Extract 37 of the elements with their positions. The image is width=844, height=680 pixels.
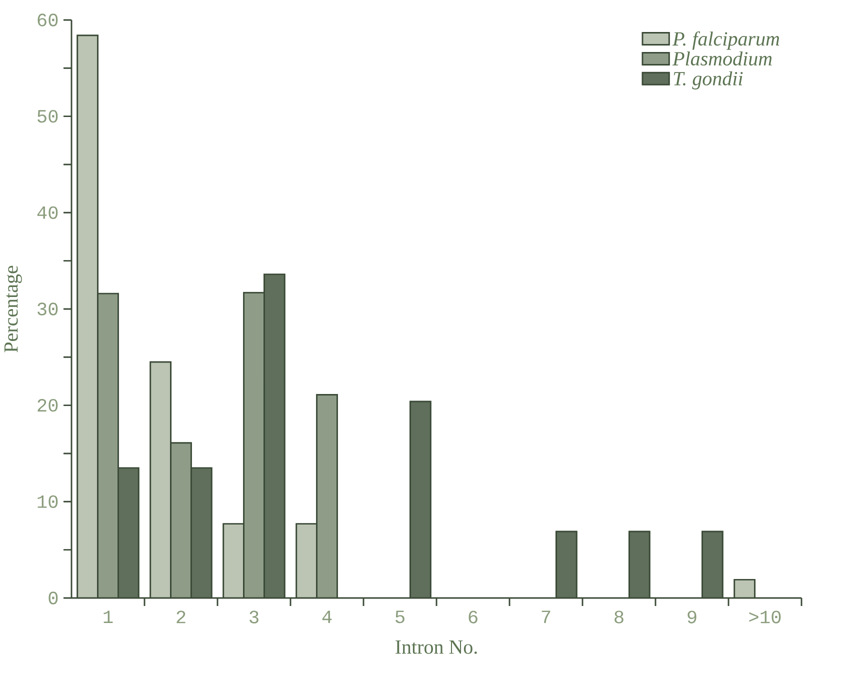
y-tick-label: 10 xyxy=(38,495,58,508)
bar xyxy=(150,362,171,598)
x-tick-label: 7 xyxy=(542,610,550,623)
x-axis-title: Intron No. xyxy=(396,640,477,654)
y-tick-label: 0 xyxy=(48,592,58,604)
bar xyxy=(98,294,118,598)
bar xyxy=(191,468,212,598)
bar xyxy=(264,274,285,598)
bar xyxy=(556,532,577,598)
bar xyxy=(296,524,317,598)
y-axis-title: Percentage xyxy=(4,266,22,352)
bar xyxy=(629,532,650,598)
x-tick-label: 1 xyxy=(104,610,113,623)
x-tick-label: 9 xyxy=(688,610,696,624)
bar xyxy=(77,35,98,598)
bar xyxy=(410,401,431,598)
bar xyxy=(118,468,139,598)
x-tick-label: 6 xyxy=(468,610,478,624)
y-tick-label: 50 xyxy=(38,110,58,123)
legend-label: Plasmodium xyxy=(672,51,772,66)
bar xyxy=(316,394,338,598)
x-tick-label: >10 xyxy=(749,610,781,624)
x-tick-label: 8 xyxy=(614,610,624,624)
x-tick-label: 4 xyxy=(322,610,332,623)
bar xyxy=(701,530,724,598)
x-tick-label: 5 xyxy=(396,610,404,624)
legend-label: T. gondii xyxy=(674,71,743,90)
bar xyxy=(244,292,264,598)
x-tick-label: 3 xyxy=(250,610,258,624)
legend-label: P. falciparum xyxy=(672,31,780,50)
y-tick-label: 30 xyxy=(38,302,58,316)
bar xyxy=(170,442,192,598)
bar xyxy=(223,524,244,598)
y-tick-label: 20 xyxy=(38,398,58,412)
x-tick-label: 2 xyxy=(176,610,186,624)
y-tick-label: 40 xyxy=(37,206,58,219)
y-tick-label: 60 xyxy=(38,14,58,26)
